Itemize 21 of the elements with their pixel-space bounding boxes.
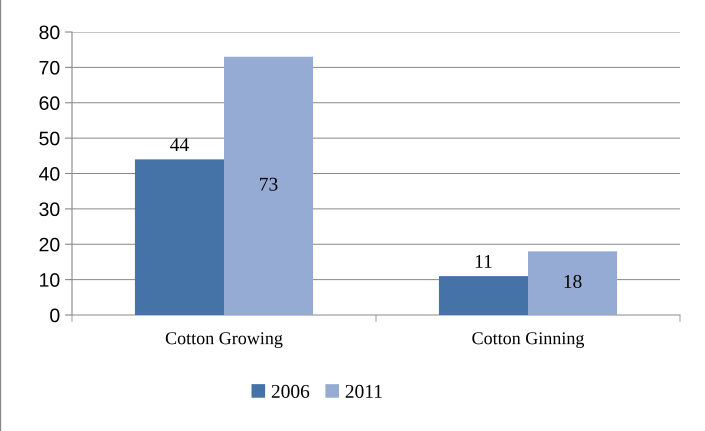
data-label: 73 [260,178,278,191]
legend-label: 2006 [272,384,310,398]
y-tick-label: 30 [39,202,60,216]
y-tick-label: 20 [40,238,60,252]
bar [224,56,314,315]
y-tick-label: 60 [40,96,60,110]
x-tick-label: Cotton Growing [166,332,283,348]
x-tick-label: Cotton Ginning [472,332,584,348]
data-label: 11 [476,254,492,268]
y-tick-label: 10 [40,273,60,287]
y-tick-label: 0 [50,308,60,322]
y-tick-label: 50 [39,132,60,146]
data-label: 44 [170,138,189,152]
bar [438,276,528,315]
legend-label: 2011 [346,384,382,398]
y-tick-label: 70 [40,60,60,75]
data-label: 18 [564,274,582,288]
bar [134,159,224,315]
bar [528,251,618,315]
y-tick-label: 40 [39,166,60,181]
y-tick-label: 80 [39,25,60,40]
